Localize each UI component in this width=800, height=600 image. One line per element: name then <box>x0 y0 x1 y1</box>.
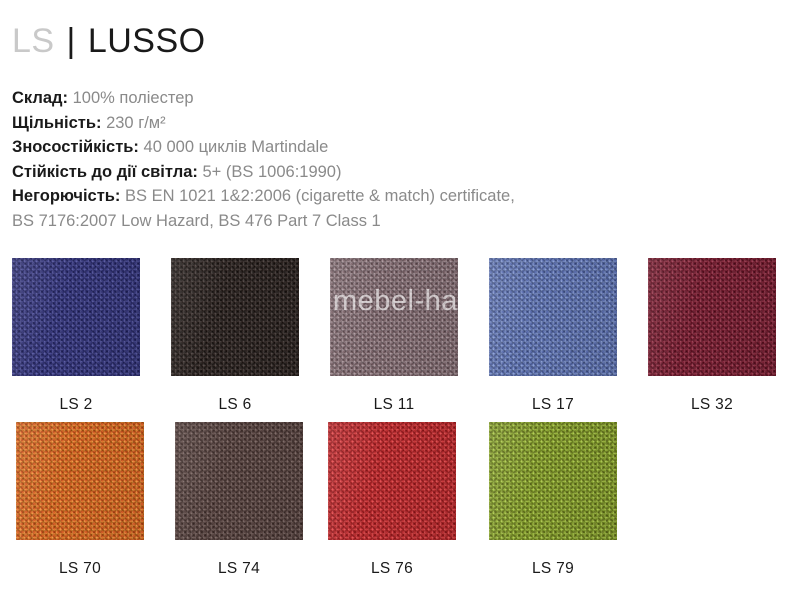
sheen-overlay <box>489 422 617 540</box>
swatch-ls-32[interactable] <box>648 258 776 376</box>
sheen-overlay <box>328 422 456 540</box>
sheen-overlay <box>16 422 144 540</box>
swatch-cell-ls-76[interactable]: LS 76 <box>328 422 456 578</box>
sheen-overlay <box>175 422 303 540</box>
spec-label-flammability: Негорючість: <box>12 187 121 205</box>
weave-texture-overlay <box>328 422 456 540</box>
sheen-overlay <box>489 258 617 376</box>
weave-texture <box>16 422 144 540</box>
weave-texture <box>175 422 303 540</box>
swatch-label: LS 74 <box>217 560 260 577</box>
weave-texture-overlay <box>330 258 458 376</box>
weave-texture-overlay <box>12 258 140 376</box>
swatch-ls-79[interactable] <box>489 422 617 540</box>
sheen-overlay <box>171 258 299 376</box>
swatch-label: LS 76 <box>370 560 413 577</box>
weave-texture <box>171 258 299 376</box>
swatch-label: LS 79 <box>531 560 574 577</box>
swatch-row: LS 70 LS 74 LS 76 <box>0 422 800 586</box>
swatch-label: LS 32 <box>690 396 733 413</box>
swatch-ls-17[interactable] <box>489 258 617 376</box>
swatch-ls-70[interactable] <box>16 422 144 540</box>
spec-row-composition: Склад: 100% поліестер <box>12 86 712 111</box>
sheen-overlay <box>648 258 776 376</box>
title-separator: | <box>66 22 76 60</box>
sheen-overlay <box>12 258 140 376</box>
spec-label-abrasion: Зносостійкість: <box>12 138 139 156</box>
swatch-ls-2[interactable] <box>12 258 140 376</box>
spec-label-lightfastness: Стійкість до дії світла: <box>12 162 198 181</box>
specification-list: Склад: 100% поліестер Щільність: 230 г/м… <box>12 86 712 233</box>
swatch-cell-ls-6[interactable]: LS 6 <box>171 258 299 414</box>
fabric-code: LS <box>12 22 55 60</box>
swatch-ls-6[interactable] <box>171 258 299 376</box>
weave-texture-overlay <box>489 258 617 376</box>
weave-texture <box>489 258 617 376</box>
spec-label-composition: Склад: <box>12 89 69 107</box>
swatch-cell-ls-70[interactable]: LS 70 <box>16 422 144 578</box>
swatch-label: LS 6 <box>218 396 252 413</box>
swatch-label: LS 2 <box>59 396 93 413</box>
weave-texture-overlay <box>489 422 617 540</box>
fabric-name: LUSSO <box>87 22 206 60</box>
swatch-cell-ls-79[interactable]: LS 79 <box>489 422 617 578</box>
spec-value-composition: 100% поліестер <box>72 89 194 107</box>
swatch-ls-74[interactable] <box>175 422 303 540</box>
weave-texture-overlay <box>171 258 299 376</box>
swatch-grid: LS 2 LS 6 LS 11 <box>0 258 800 586</box>
swatch-cell-ls-74[interactable]: LS 74 <box>175 422 303 578</box>
swatch-cell-ls-17[interactable]: LS 17 <box>489 258 617 414</box>
swatch-cell-ls-11[interactable]: LS 11 <box>330 258 458 414</box>
sheen-overlay <box>330 258 458 376</box>
spec-row-flammability: Негорючість: BS EN 1021 1&2:2006 (cigare… <box>12 184 712 209</box>
page-title: LS | LUSSO <box>12 22 206 61</box>
spec-value-abrasion: 40 000 циклів Martindale <box>143 138 329 156</box>
swatch-label: LS 11 <box>373 396 415 413</box>
weave-texture <box>648 258 776 376</box>
swatch-row: LS 2 LS 6 LS 11 <box>0 258 800 422</box>
spec-value-flammability-continued: BS 7176:2007 Low Hazard, BS 476 Part 7 C… <box>12 211 381 230</box>
weave-texture <box>330 258 458 376</box>
spec-value-density: 230 г/м² <box>106 113 166 132</box>
swatch-cell-ls-2[interactable]: LS 2 <box>12 258 140 414</box>
spec-row-density: Щільність: 230 г/м² <box>12 111 712 136</box>
swatch-ls-76[interactable] <box>328 422 456 540</box>
swatch-label: LS 17 <box>531 396 574 413</box>
swatch-cell-ls-32[interactable]: LS 32 <box>648 258 776 414</box>
spec-row-abrasion: Зносостійкість: 40 000 циклів Martindale <box>12 135 712 160</box>
weave-texture-overlay <box>648 258 776 376</box>
weave-texture <box>489 422 617 540</box>
spec-row-lightfastness: Стійкість до дії світла: 5+ (BS 1006:199… <box>12 160 712 185</box>
swatch-ls-11[interactable] <box>330 258 458 376</box>
weave-texture-overlay <box>16 422 144 540</box>
weave-texture <box>328 422 456 540</box>
spec-value-lightfastness: 5+ (BS 1006:1990) <box>202 162 342 181</box>
swatch-label: LS 70 <box>58 560 101 577</box>
weave-texture-overlay <box>175 422 303 540</box>
weave-texture <box>12 258 140 376</box>
spec-label-density: Щільність: <box>12 113 102 132</box>
spec-value-flammability: BS EN 1021 1&2:2006 (cigarette & match) … <box>125 187 515 205</box>
